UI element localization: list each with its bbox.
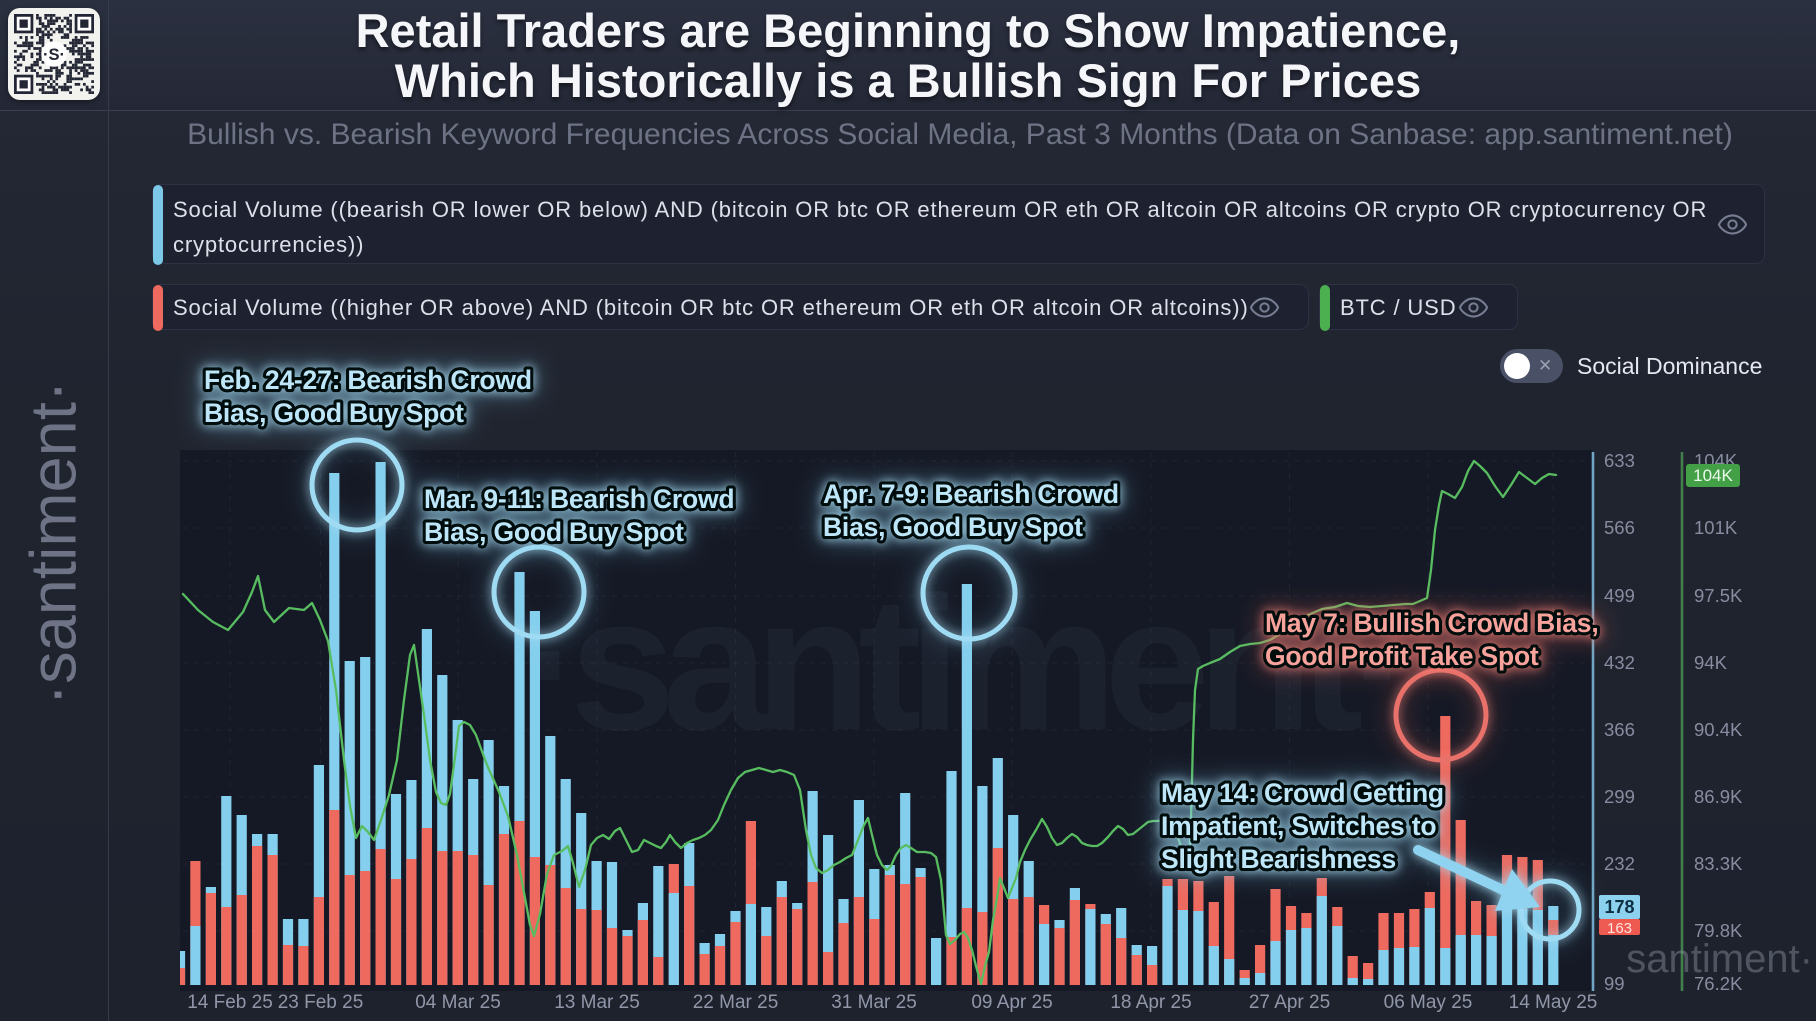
svg-text:86.9K: 86.9K [1694,786,1743,807]
svg-text:14 May 25: 14 May 25 [1509,992,1598,1013]
svg-text:99: 99 [1604,973,1625,994]
svg-text:04 Mar 25: 04 Mar 25 [415,992,501,1013]
svg-text:Bias, Good Buy Spot: Bias, Good Buy Spot [823,512,1083,542]
svg-text:09 Apr 25: 09 Apr 25 [971,992,1052,1013]
svg-text:santiment·: santiment· [1626,937,1813,981]
svg-text:90.4K: 90.4K [1694,719,1743,740]
svg-text:22 Mar 25: 22 Mar 25 [693,992,779,1013]
svg-text:06 May 25: 06 May 25 [1384,992,1473,1013]
svg-text:94K: 94K [1694,652,1728,673]
svg-text:23 Feb 25: 23 Feb 25 [278,992,364,1013]
svg-text:Slight Bearishness: Slight Bearishness [1161,844,1396,874]
svg-text:104K: 104K [1693,466,1733,485]
svg-text:27 Apr 25: 27 Apr 25 [1249,992,1330,1013]
svg-text:May 14: Crowd Getting: May 14: Crowd Getting [1161,778,1444,808]
svg-text:79.8K: 79.8K [1694,920,1743,941]
svg-text:Bias, Good Buy Spot: Bias, Good Buy Spot [424,517,684,547]
svg-text:432: 432 [1604,652,1635,673]
svg-text:83.3K: 83.3K [1694,853,1743,874]
svg-text:76.2K: 76.2K [1694,973,1743,994]
svg-text:633: 633 [1604,450,1635,471]
svg-text:Feb. 24-27: Bearish Crowd: Feb. 24-27: Bearish Crowd [204,365,532,395]
svg-text:May 7: Bullish Crowd Bias,: May 7: Bullish Crowd Bias, [1265,608,1598,638]
svg-text:97.5K: 97.5K [1694,585,1743,606]
svg-text:232: 232 [1604,853,1635,874]
svg-text:13 Mar 25: 13 Mar 25 [554,992,640,1013]
svg-text:Good Profit Take Spot: Good Profit Take Spot [1265,641,1539,671]
svg-text:366: 366 [1604,719,1635,740]
svg-text:101K: 101K [1694,517,1738,538]
svg-text:Bias, Good Buy Spot: Bias, Good Buy Spot [204,398,464,428]
svg-text:499: 499 [1604,585,1635,606]
svg-text:Apr. 7-9: Bearish Crowd: Apr. 7-9: Bearish Crowd [823,479,1119,509]
svg-text:14 Feb 25: 14 Feb 25 [187,992,273,1013]
svg-text:178: 178 [1604,897,1634,917]
svg-text:Impatient, Switches to: Impatient, Switches to [1161,811,1436,841]
svg-text:18 Apr 25: 18 Apr 25 [1110,992,1191,1013]
svg-text:566: 566 [1604,517,1635,538]
svg-text:·S·: ·S· [43,45,65,64]
svg-text:163: 163 [1607,920,1632,937]
svg-text:31 Mar 25: 31 Mar 25 [831,992,917,1013]
svg-text:299: 299 [1604,786,1635,807]
svg-text:Mar. 9-11: Bearish Crowd: Mar. 9-11: Bearish Crowd [424,484,734,514]
